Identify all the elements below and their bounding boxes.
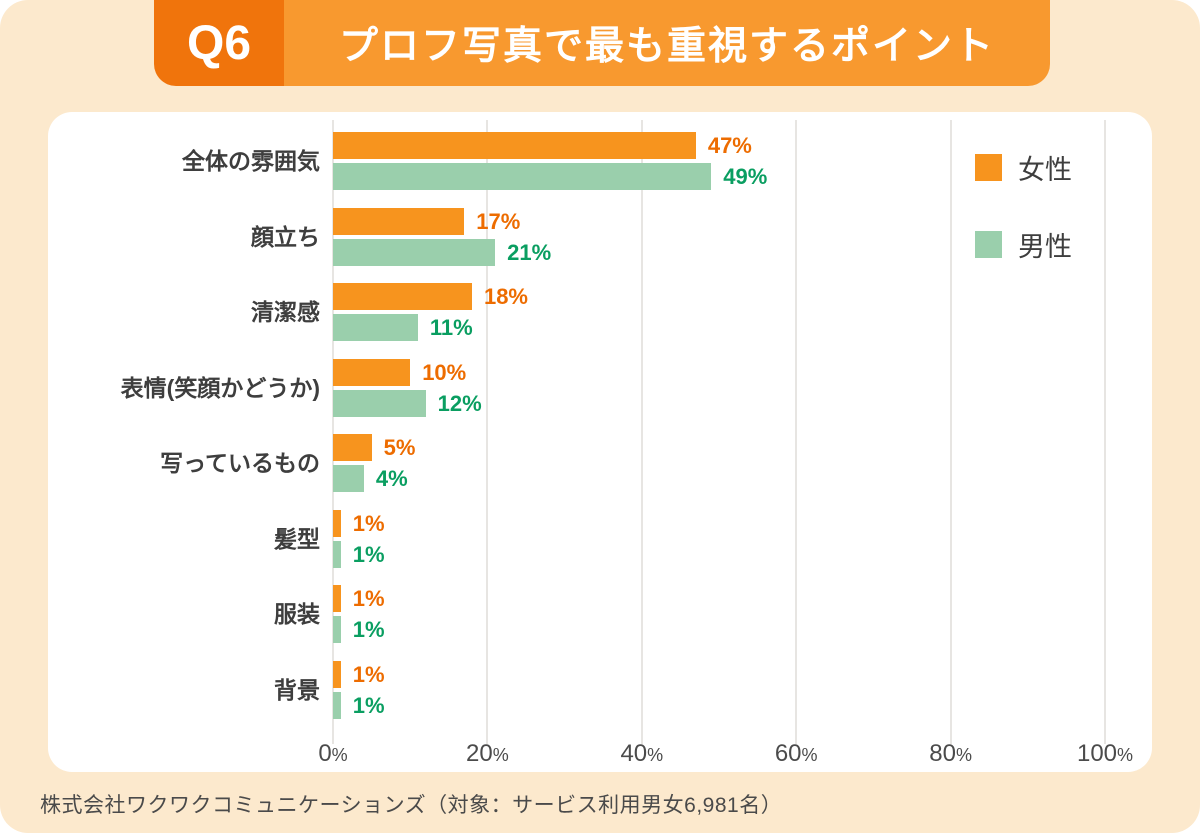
header-banner: Q6 プロフ写真で最も重視するポイント	[154, 0, 1050, 86]
bar-female	[333, 434, 372, 461]
x-axis-tick-label: 20%	[466, 740, 509, 767]
category-label: 写っているもの	[160, 450, 320, 476]
value-label-male: 1%	[352, 692, 385, 718]
bar-male	[333, 616, 341, 643]
value-label-female: 10%	[422, 359, 467, 385]
value-label-male: 1%	[352, 541, 385, 567]
legend-item: 男性	[975, 225, 1072, 264]
chart-card: 0% 20% 40% 60% 80% 100% 全体の雰囲気 47% 49% 顔立ち 17% 21% 清…	[48, 112, 1152, 772]
value-label-female: 1%	[352, 510, 385, 536]
x-axis-tick-label: 60%	[774, 740, 818, 767]
x-axis-tick-label: 100%	[1076, 740, 1134, 767]
bar-female	[333, 509, 341, 537]
category-label: 背景	[274, 676, 320, 703]
legend-label: 男性	[1018, 232, 1072, 262]
category-label: 顔立ち	[251, 223, 320, 250]
value-label-male: 4%	[375, 466, 408, 491]
category-label: 清潔感	[251, 299, 320, 325]
gridline	[949, 120, 952, 744]
value-label-female: 5%	[383, 435, 416, 460]
value-label-female: 1%	[352, 661, 385, 687]
value-label-female: 1%	[352, 586, 385, 611]
bar-female	[333, 358, 411, 386]
value-label-male: 11%	[429, 315, 473, 340]
x-axis-tick-label: 40%	[620, 740, 664, 767]
gridline	[640, 120, 643, 744]
header-title-box: プロフ写真で最も重視するポイント	[284, 0, 1050, 86]
bar-female	[333, 660, 341, 688]
bar-male	[333, 238, 496, 266]
bar-female	[333, 207, 465, 235]
value-label-female: 18%	[483, 284, 528, 309]
legend-label: 女性	[1018, 155, 1072, 185]
bar-male	[333, 389, 426, 417]
gridline	[486, 120, 489, 744]
value-label-male: 12%	[437, 390, 482, 416]
category-label: 全体の雰囲気	[182, 148, 320, 174]
value-label-male: 49%	[723, 164, 768, 189]
chart-legend: 女性 男性	[975, 148, 1072, 302]
bar-male	[333, 314, 418, 341]
bar-male	[333, 465, 364, 492]
category-label: 髪型	[274, 525, 320, 552]
value-label-male: 1%	[352, 617, 385, 642]
x-axis-tick-label: 0%	[318, 740, 348, 767]
value-label-female: 17%	[476, 208, 521, 234]
value-label-male: 21%	[507, 239, 552, 265]
bar-female	[333, 585, 341, 612]
page-title: プロフ写真で最も重視するポイント	[338, 25, 995, 68]
gridline	[332, 120, 334, 744]
category-label: 表情(笑顔かどうか)	[120, 374, 320, 401]
category-label: 服装	[274, 601, 320, 627]
source-note: 株式会社ワクワクコミュニケーションズ（対象：サービス利用男女6,981名）	[40, 794, 783, 817]
gridline	[795, 120, 798, 744]
bar-male	[333, 163, 712, 190]
gridline	[1104, 120, 1106, 744]
legend-swatch-female	[975, 154, 1002, 181]
legend-item: 女性	[975, 148, 1072, 187]
question-number-badge: Q6	[154, 0, 284, 86]
bar-male	[333, 691, 341, 719]
x-axis-tick-label: 80%	[929, 740, 972, 767]
bar-female	[333, 132, 696, 159]
legend-swatch-male	[975, 231, 1002, 258]
bar-female	[333, 283, 472, 310]
question-number-label: Q6	[186, 16, 252, 70]
bar-male	[333, 540, 341, 568]
value-label-female: 47%	[707, 133, 752, 158]
